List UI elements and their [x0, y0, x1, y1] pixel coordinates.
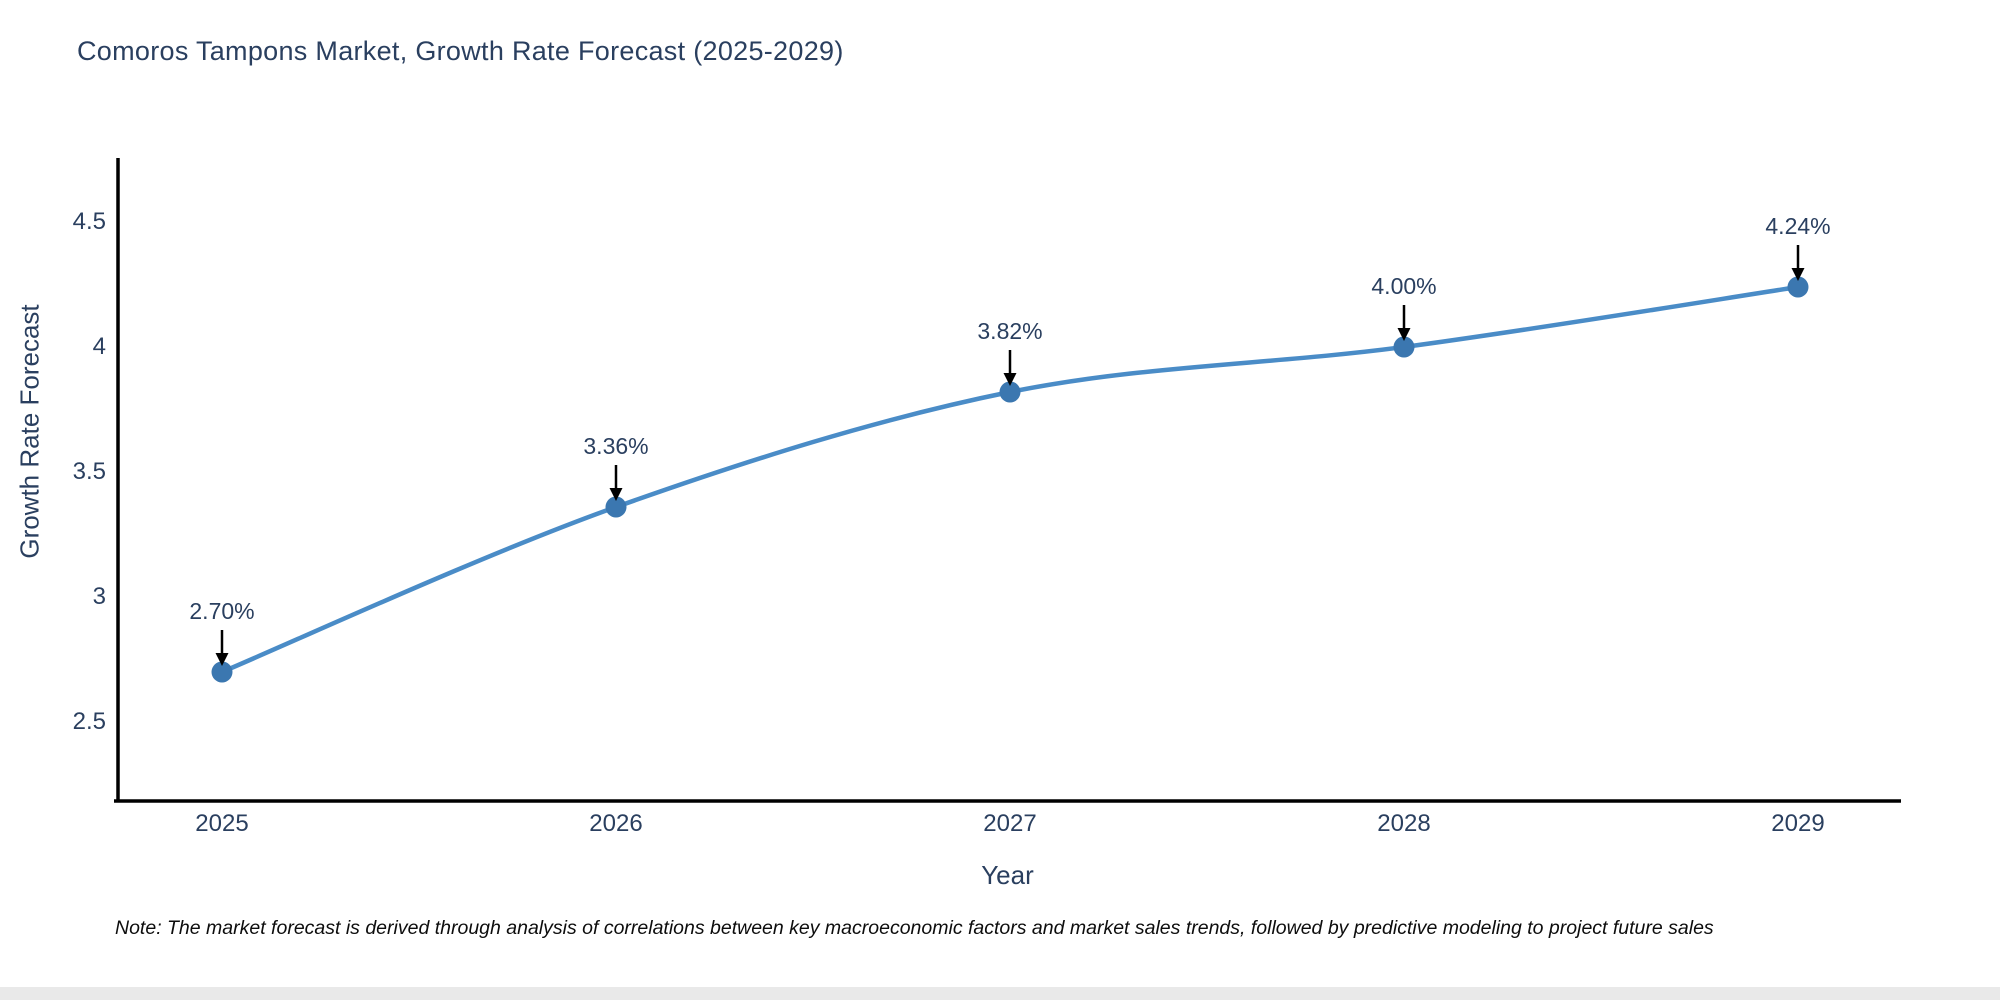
- chart-title: Comoros Tampons Market, Growth Rate Fore…: [77, 36, 844, 66]
- y-axis-title: Growth Rate Forecast: [14, 304, 45, 559]
- point-annotation: 3.36%: [583, 433, 649, 459]
- x-axis-title: Year: [981, 860, 1034, 890]
- x-tick-label: 2025: [195, 810, 249, 837]
- data-point-marker: [211, 661, 233, 683]
- x-tick-label: 2028: [1377, 810, 1431, 837]
- data-point-marker: [605, 496, 627, 518]
- footnote: Note: The market forecast is derived thr…: [115, 917, 1714, 939]
- point-annotation: 3.82%: [977, 318, 1043, 344]
- data-point-marker: [999, 381, 1021, 403]
- point-annotation: 4.24%: [1765, 213, 1831, 239]
- point-annotation: 4.00%: [1371, 273, 1437, 299]
- x-tick-label: 2026: [589, 810, 643, 837]
- point-annotation: 2.70%: [189, 598, 255, 624]
- annotation-arrowhead: [1003, 373, 1017, 386]
- x-tick-label: 2029: [1771, 810, 1825, 837]
- annotation-arrowhead: [609, 488, 623, 501]
- y-tick-label: 3: [92, 583, 106, 610]
- data-point-marker: [1393, 336, 1415, 358]
- annotation-arrowhead: [215, 653, 229, 666]
- x-tick-label: 2027: [983, 810, 1037, 837]
- y-tick-label: 4.5: [72, 208, 106, 235]
- annotation-arrowhead: [1397, 328, 1411, 341]
- annotation-arrowhead: [1791, 268, 1805, 281]
- y-tick-label: 4: [92, 333, 106, 360]
- data-point-marker: [1787, 276, 1809, 298]
- y-tick-label: 2.5: [72, 708, 106, 735]
- y-tick-label: 3.5: [72, 458, 106, 485]
- bottom-strip: [0, 987, 2000, 1000]
